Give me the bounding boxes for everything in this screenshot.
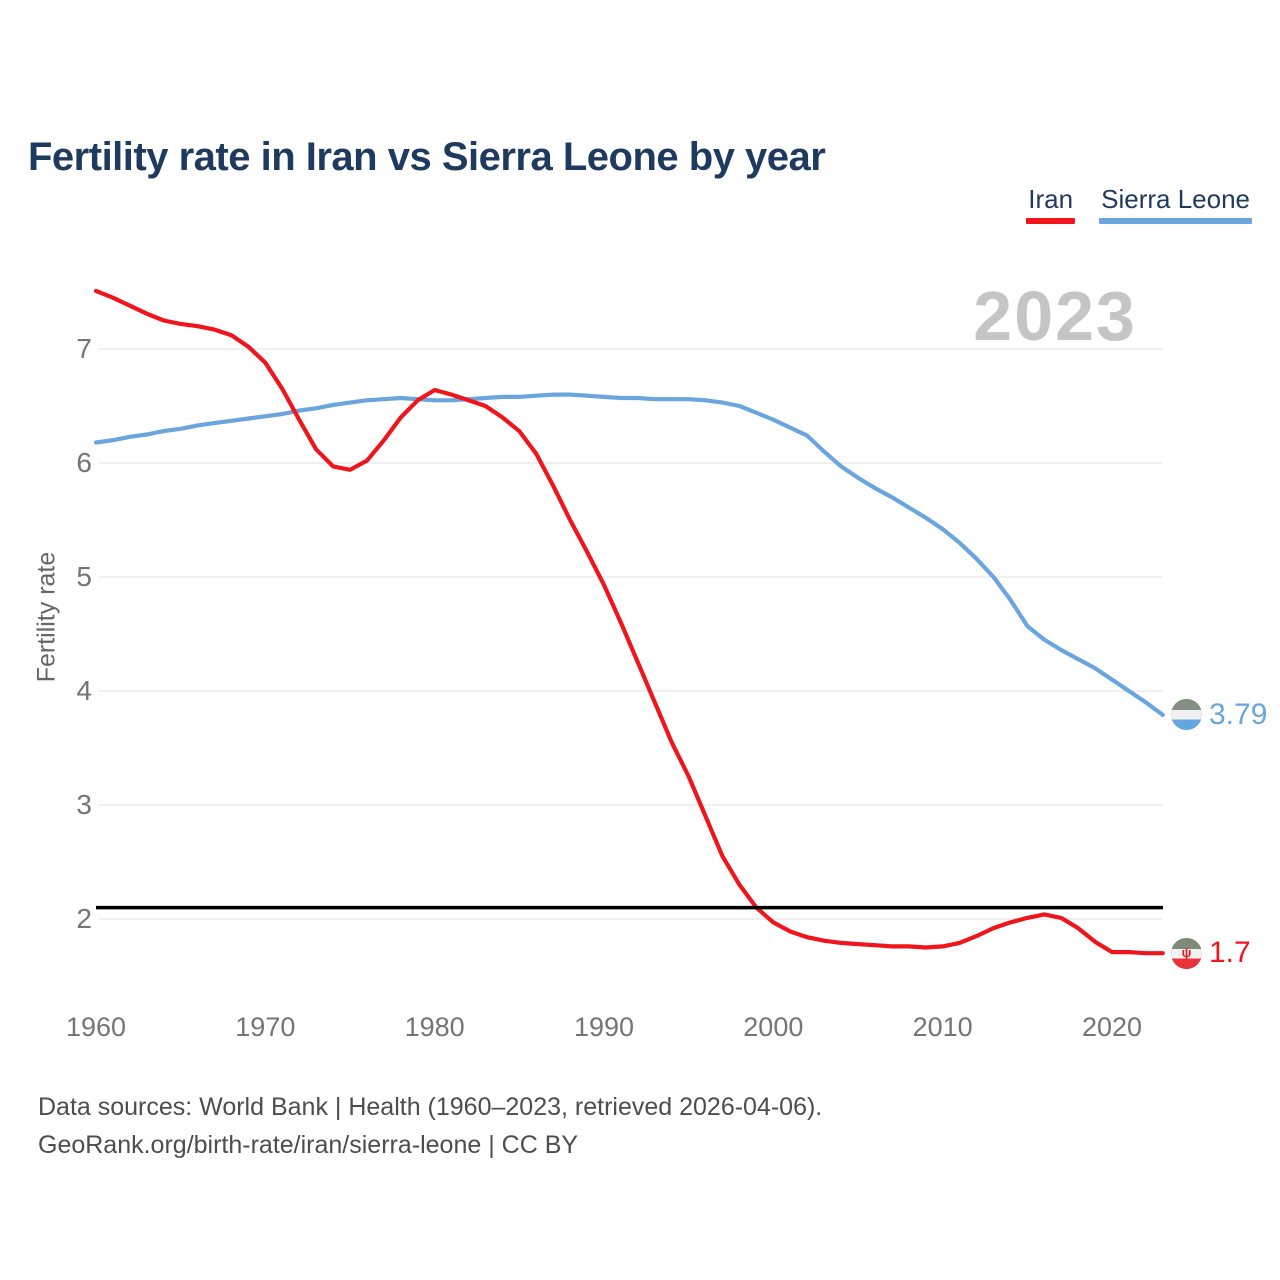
x-tick-1990: 1990 <box>573 1012 635 1042</box>
x-tick-1960: 1960 <box>65 1012 127 1042</box>
legend: Iran Sierra Leone <box>1026 184 1252 224</box>
x-tick-2010: 2010 <box>912 1012 973 1042</box>
footer-attribution-line: GeoRank.org/birth-rate/iran/sierra-leone… <box>38 1131 579 1159</box>
y-tick-6: 6 <box>76 447 92 478</box>
footer: Data sources: World Bank | Health (1960–… <box>38 1088 822 1164</box>
legend-label-sierra-leone: Sierra Leone <box>1101 184 1250 214</box>
legend-label-iran: Iran <box>1028 184 1074 214</box>
legend-swatch-sierra-leone <box>1099 218 1252 224</box>
end-label-sierra-leone[interactable]: 3.79 <box>1171 698 1267 732</box>
x-tick-2000: 2000 <box>743 1012 804 1042</box>
y-tick-5: 5 <box>76 561 92 592</box>
iran-emblem-icon: ψ <box>1181 945 1192 961</box>
iran-flag-icon: ψ <box>1171 937 1202 969</box>
current-year-watermark: 2023 <box>973 277 1137 355</box>
y-tick-2: 2 <box>76 903 92 934</box>
y-tick-7: 7 <box>76 333 92 364</box>
x-tick-1970: 1970 <box>235 1012 296 1042</box>
legend-item-sierra-leone[interactable]: Sierra Leone <box>1099 184 1252 224</box>
iran-end-value: 1.7 <box>1209 936 1251 970</box>
sierra-leone-line[interactable] <box>93 392 1165 718</box>
footer-sources-line: Data sources: World Bank | Health (1960–… <box>38 1093 823 1121</box>
legend-swatch-iran <box>1026 218 1076 224</box>
x-tick-1980: 1980 <box>404 1012 465 1042</box>
y-tick-3: 3 <box>76 789 92 820</box>
y-tick-4: 4 <box>76 675 92 706</box>
sierra-leone-end-value: 3.79 <box>1209 697 1268 731</box>
iran-line[interactable] <box>93 288 1165 956</box>
end-label-iran[interactable]: ψ 1.7 <box>1171 936 1251 970</box>
page-title: Fertility rate in Iran vs Sierra Leone b… <box>28 134 826 179</box>
legend-item-iran[interactable]: Iran <box>1026 184 1076 224</box>
x-tick-2020: 2020 <box>1081 1012 1143 1042</box>
sierra-leone-flag-icon <box>1171 699 1202 731</box>
